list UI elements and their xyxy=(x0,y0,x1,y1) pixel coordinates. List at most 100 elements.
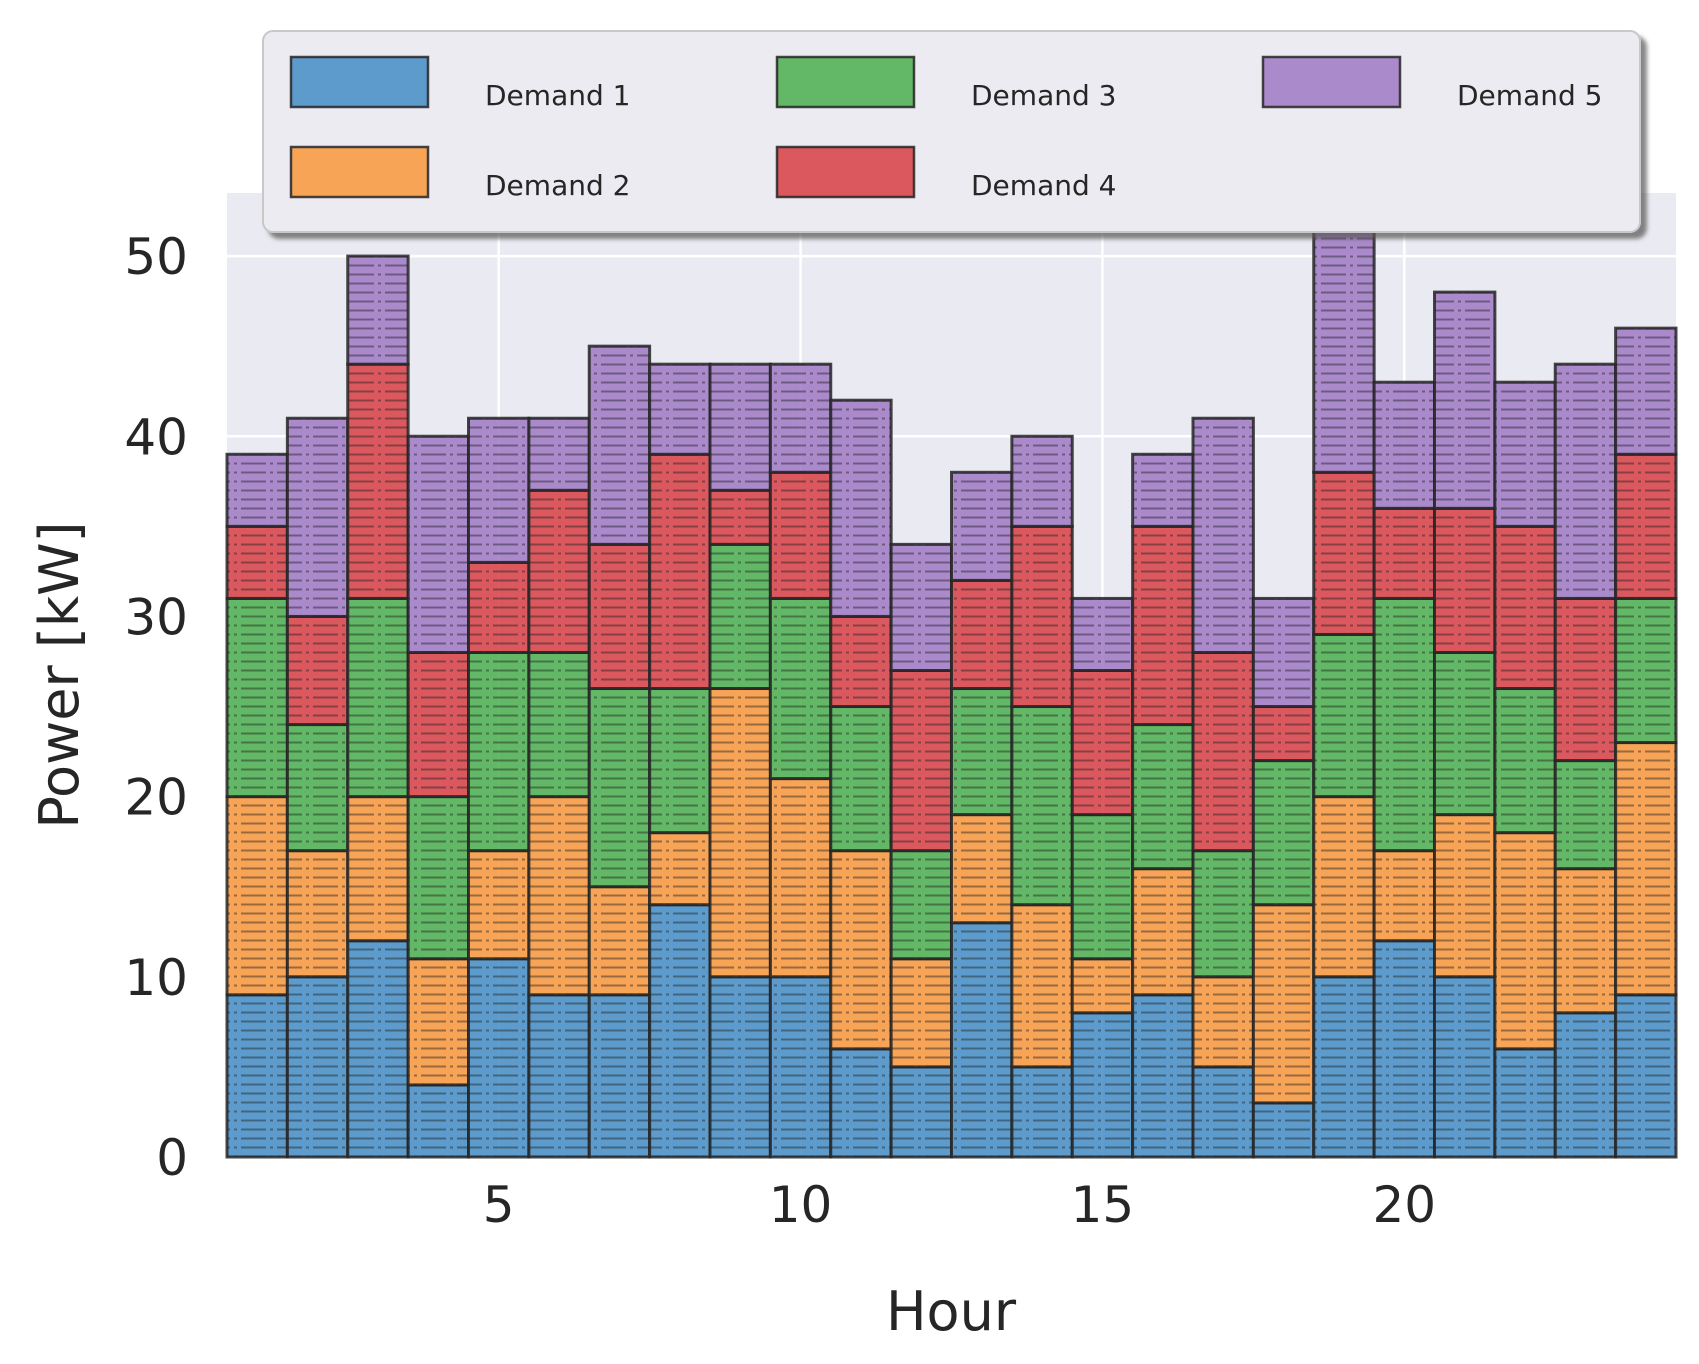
bar-demand-4-hour-12 xyxy=(889,668,953,853)
bar-demand-3-hour-8 xyxy=(648,687,712,835)
bar-demand-1-hour-6 xyxy=(527,993,591,1159)
bar-demand-5-hour-23 xyxy=(1553,362,1618,600)
bar-demand-5-hour-4 xyxy=(406,434,470,654)
bar-demand-3-hour-7 xyxy=(587,687,652,889)
bar-demand-1-hour-19 xyxy=(1312,975,1376,1159)
bar-demand-5-hour-17 xyxy=(1191,416,1255,654)
bar-demand-1-hour-9 xyxy=(708,975,772,1159)
bar-demand-2-hour-3 xyxy=(346,795,410,943)
bar-demand-4-hour-1 xyxy=(225,524,289,600)
y-tick-label: 0 xyxy=(156,1129,188,1187)
legend-label: Demand 1 xyxy=(485,79,630,112)
bar-demand-4-hour-10 xyxy=(768,470,833,600)
bar-demand-1-hour-5 xyxy=(467,957,531,1159)
bar-demand-2-hour-20 xyxy=(1372,849,1436,943)
bar-demand-1-hour-12 xyxy=(889,1065,953,1159)
bar-demand-2-hour-15 xyxy=(1070,957,1135,1015)
bar-demand-4-hour-24 xyxy=(1614,452,1678,600)
bar-demand-2-hour-14 xyxy=(1010,903,1074,1069)
bar-demand-2-hour-5 xyxy=(467,849,531,961)
x-axis-label: Hour xyxy=(886,1280,1017,1343)
bar-demand-3-hour-4 xyxy=(406,795,470,961)
bar-demand-2-hour-7 xyxy=(587,885,652,997)
bar-demand-2-hour-19 xyxy=(1312,795,1376,979)
x-tick-label: 10 xyxy=(769,1176,833,1234)
bar-demand-2-hour-10 xyxy=(768,777,833,979)
bar-demand-1-hour-3 xyxy=(346,939,410,1159)
bar-demand-1-hour-10 xyxy=(768,975,833,1159)
bar-demand-2-hour-8 xyxy=(648,831,712,907)
bar-demand-5-hour-20 xyxy=(1372,380,1436,510)
bar-demand-2-hour-4 xyxy=(406,957,470,1087)
y-tick-labels: 0 10 20 30 40 50 xyxy=(124,228,188,1187)
legend-swatch xyxy=(775,55,916,109)
bar-demand-3-hour-13 xyxy=(950,687,1014,817)
bar-demand-2-hour-21 xyxy=(1433,813,1497,979)
bar-demand-4-hour-4 xyxy=(406,650,470,799)
bar-demand-1-hour-7 xyxy=(587,993,652,1159)
legend-item-demand-3: Demand 3 xyxy=(775,55,1116,112)
bar-demand-4-hour-18 xyxy=(1251,705,1316,763)
legend-item-demand-2: Demand 2 xyxy=(289,145,630,202)
y-tick-label: 10 xyxy=(124,949,188,1007)
bar-demand-3-hour-16 xyxy=(1131,723,1195,871)
bar-demand-1-hour-16 xyxy=(1131,993,1195,1159)
bar-demand-2-hour-24 xyxy=(1614,741,1678,997)
bar-demand-4-hour-2 xyxy=(285,614,350,727)
x-tick-label: 20 xyxy=(1373,1176,1437,1234)
bar-demand-4-hour-22 xyxy=(1493,524,1557,691)
bar-demand-1-hour-14 xyxy=(1010,1065,1074,1159)
bar-demand-2-hour-16 xyxy=(1131,867,1195,997)
bar-demand-2-hour-17 xyxy=(1191,975,1255,1069)
bar-demand-2-hour-23 xyxy=(1553,867,1618,1015)
bar-demand-2-hour-2 xyxy=(285,849,350,979)
bar-demand-5-hour-7 xyxy=(587,344,652,546)
bar-demand-4-hour-3 xyxy=(346,362,410,600)
bar-demand-4-hour-21 xyxy=(1433,506,1497,654)
legend-swatch xyxy=(289,55,430,109)
x-tick-label: 5 xyxy=(483,1176,515,1234)
bar-demand-5-hour-8 xyxy=(648,362,712,456)
bar-demand-3-hour-14 xyxy=(1010,705,1074,907)
y-tick-label: 30 xyxy=(124,588,188,646)
bar-demand-1-hour-8 xyxy=(648,903,712,1159)
legend: Demand 1 Demand 2 Demand 3 Demand 4 Demand 5 xyxy=(262,30,1641,233)
bar-demand-1-hour-2 xyxy=(285,975,350,1159)
bars xyxy=(225,218,1678,1159)
bar-demand-1-hour-21 xyxy=(1433,975,1497,1159)
bar-demand-4-hour-15 xyxy=(1070,668,1135,817)
bar-demand-3-hour-19 xyxy=(1312,632,1376,799)
bar-demand-4-hour-6 xyxy=(527,488,591,654)
bar-demand-5-hour-16 xyxy=(1131,452,1195,528)
y-tick-label: 40 xyxy=(124,408,188,466)
bar-demand-1-hour-11 xyxy=(829,1047,893,1159)
bar-demand-4-hour-9 xyxy=(708,488,772,546)
bar-demand-3-hour-2 xyxy=(285,723,350,853)
bar-demand-3-hour-1 xyxy=(225,596,289,799)
bar-demand-4-hour-23 xyxy=(1553,596,1618,763)
bar-demand-5-hour-15 xyxy=(1070,596,1135,672)
bar-demand-5-hour-9 xyxy=(708,362,772,492)
bar-demand-2-hour-18 xyxy=(1251,903,1316,1105)
bar-demand-2-hour-22 xyxy=(1493,831,1557,1051)
bar-demand-3-hour-9 xyxy=(708,542,772,691)
bar-demand-5-hour-14 xyxy=(1010,434,1074,528)
legend-label: Demand 2 xyxy=(485,169,630,202)
bar-demand-2-hour-1 xyxy=(225,795,289,997)
y-tick-label: 20 xyxy=(124,769,188,827)
bar-demand-1-hour-20 xyxy=(1372,939,1436,1159)
bar-demand-1-hour-24 xyxy=(1614,993,1678,1159)
bar-demand-1-hour-13 xyxy=(950,921,1014,1159)
legend-label: Demand 5 xyxy=(1457,79,1602,112)
bar-demand-5-hour-10 xyxy=(768,362,833,474)
bar-demand-3-hour-15 xyxy=(1070,813,1135,961)
bar-demand-3-hour-23 xyxy=(1553,759,1618,871)
bar-demand-1-hour-23 xyxy=(1553,1011,1618,1159)
bar-demand-5-hour-24 xyxy=(1614,326,1678,456)
bar-demand-3-hour-17 xyxy=(1191,849,1255,979)
bar-demand-5-hour-2 xyxy=(285,416,350,618)
bar-demand-2-hour-9 xyxy=(708,687,772,979)
legend-item-demand-4: Demand 4 xyxy=(775,145,1116,202)
bar-demand-5-hour-22 xyxy=(1493,380,1557,528)
legend-box xyxy=(262,30,1641,233)
